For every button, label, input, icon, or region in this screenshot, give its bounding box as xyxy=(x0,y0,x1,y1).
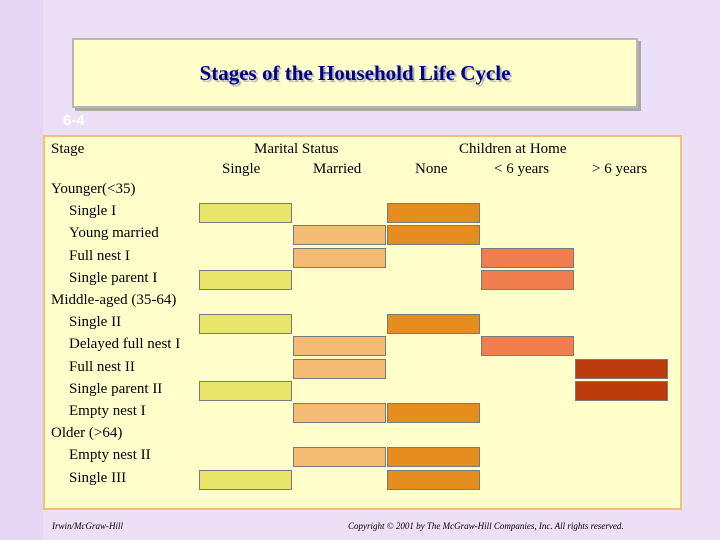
stage-group-label: Middle-aged (35-64) xyxy=(51,292,177,308)
lt6-cell xyxy=(481,247,574,268)
stage-group-label: Younger(<35) xyxy=(51,181,136,197)
none-cell xyxy=(387,403,480,423)
single-cell xyxy=(199,314,292,335)
stage-label: Full nest II xyxy=(69,358,135,375)
children-at-home-header: Children at Home xyxy=(459,141,567,157)
lt6-cell xyxy=(481,336,574,357)
stage-label: Empty nest II xyxy=(69,447,151,464)
marital-status-header: Marital Status xyxy=(254,141,339,157)
single-column-header: Single xyxy=(222,161,261,177)
left-strip xyxy=(0,0,43,540)
slide-title: Stages of the Household Life Cycle xyxy=(199,60,511,85)
none-column-header: None xyxy=(415,161,448,177)
single-cell xyxy=(199,203,292,224)
stage-label: Single I xyxy=(69,203,117,220)
married-cell xyxy=(293,336,386,357)
none-cell xyxy=(387,469,480,490)
stage-label: Single III xyxy=(69,469,127,486)
gt6-column-header: > 6 years xyxy=(592,161,648,177)
publisher-footer: Irwin/McGraw-Hill xyxy=(52,521,123,531)
none-cell xyxy=(387,314,480,335)
none-cell xyxy=(387,225,480,246)
single-cell xyxy=(199,269,292,290)
stage-label: Full nest I xyxy=(69,247,130,264)
stage-label: Single parent II xyxy=(69,380,163,397)
married-cell xyxy=(293,358,386,379)
none-cell xyxy=(387,447,480,468)
none-cell xyxy=(387,203,480,224)
stage-header: Stage xyxy=(51,141,85,157)
slide-number: 6-4 xyxy=(63,112,85,129)
gt6-cell xyxy=(575,380,668,401)
stage-label: Single II xyxy=(69,314,122,331)
married-cell xyxy=(293,447,386,468)
married-cell xyxy=(293,247,386,268)
copyright-footer: Copyright © 2001 by The McGraw-Hill Comp… xyxy=(348,521,624,531)
stage-label: Empty nest I xyxy=(69,403,146,419)
married-column-header: Married xyxy=(313,161,362,177)
married-cell xyxy=(293,403,386,423)
stage-label: Single parent I xyxy=(69,269,158,286)
stage-label: Delayed full nest I xyxy=(69,336,181,353)
single-cell xyxy=(199,380,292,401)
lt6-column-header: < 6 years xyxy=(494,161,550,177)
title-box: Stages of the Household Life Cycle xyxy=(72,38,638,108)
stage-label: Young married xyxy=(69,225,159,242)
single-cell xyxy=(199,469,292,490)
lt6-cell xyxy=(481,269,574,290)
gt6-cell xyxy=(575,358,668,379)
married-cell xyxy=(293,225,386,246)
stage-group-label: Older (>64) xyxy=(51,425,123,442)
